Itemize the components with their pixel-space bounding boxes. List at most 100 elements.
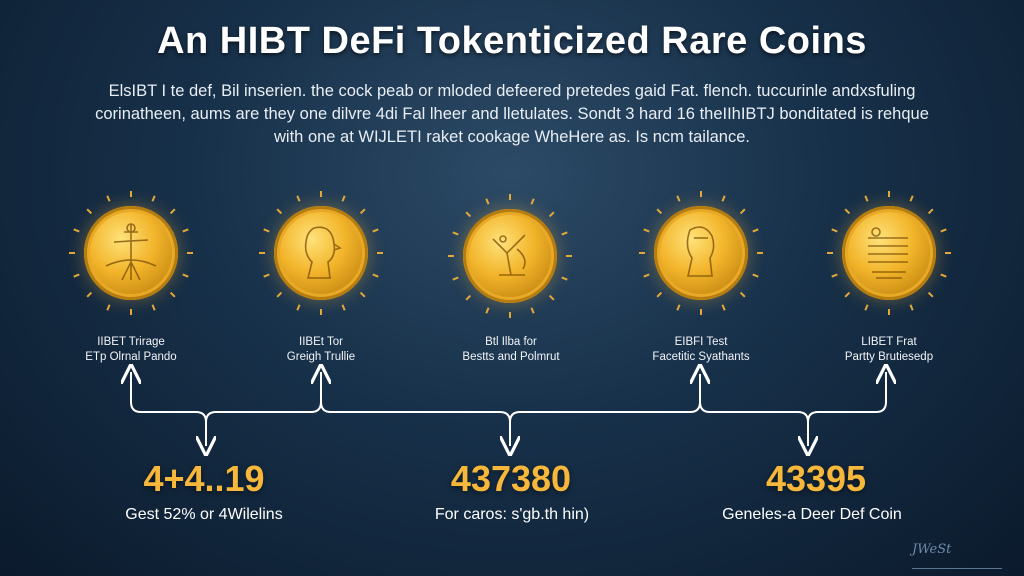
coin-tick	[86, 291, 93, 298]
coin-label-4: EIBFI Test Facetitic Syathants	[601, 335, 801, 365]
coin-tick	[739, 291, 746, 298]
coin-tick	[561, 276, 568, 281]
stat-caption-1: Gest 52% or 4Wilelins	[125, 506, 283, 523]
coin-label-line: Bestts and Polmrut	[462, 351, 560, 363]
intro-paragraph: ElsIBT I te def, Bil inserien. the cock …	[70, 80, 954, 149]
coin-tick	[676, 195, 681, 202]
coin-tick	[341, 195, 346, 202]
arrow-line	[130, 372, 206, 446]
coin-label-1: IIBET Trirage ETp Olrnal Pando	[31, 335, 231, 365]
coin-tick	[643, 228, 650, 233]
coin-tick	[831, 228, 838, 233]
coin-tick	[372, 228, 379, 233]
coin-tick	[465, 294, 472, 301]
coin-label-line: Partty Brutiesedp	[844, 351, 934, 363]
coin-tick	[485, 198, 490, 205]
coin-label-line: IIBEt Tor	[299, 336, 343, 348]
coin-tick	[721, 195, 726, 202]
coin-tick	[452, 276, 459, 281]
coin-tick	[106, 195, 111, 202]
coin-label-line: IIBET Trirage	[97, 336, 165, 348]
coin-tick	[909, 195, 914, 202]
coin-tick	[909, 304, 914, 311]
coin-tick	[864, 304, 869, 311]
coin-tick	[372, 273, 379, 278]
coin-tick	[561, 231, 568, 236]
coin-tick	[182, 228, 189, 233]
coin-image	[842, 206, 936, 300]
coin-tick	[864, 195, 869, 202]
coin-tick	[752, 273, 759, 278]
stat-value-3: 43395	[765, 458, 867, 499]
coin-tick	[359, 291, 366, 298]
coin-tick	[831, 273, 838, 278]
bust-engraving	[686, 226, 715, 277]
coin-card-3	[445, 191, 575, 321]
coin-label-line: ETp Olrnal Pando	[85, 351, 177, 363]
portrait-engraving	[304, 226, 342, 279]
coin-tick	[452, 231, 459, 236]
stat-value-2: 437380	[450, 458, 572, 499]
coin-tick-ring	[448, 194, 572, 318]
arrow-line	[699, 401, 808, 446]
arrow-line	[509, 401, 701, 423]
coin-card-4	[636, 188, 766, 318]
coin-tick	[73, 228, 80, 233]
coin-image	[274, 206, 368, 300]
arrow-line	[320, 401, 510, 446]
coin-tick	[151, 195, 156, 202]
eagle-engraving	[492, 234, 526, 276]
coin-tick	[721, 304, 726, 311]
intro-line: ElsIBT I te def, Bil inserien. the cock …	[108, 82, 916, 100]
coin-tick	[296, 195, 301, 202]
coin-tick	[927, 208, 934, 215]
coin-label-5: LIBET Frat Partty Brutiesedp	[789, 335, 989, 365]
coin-image	[463, 209, 557, 303]
coin-image	[654, 206, 748, 300]
coin-tick	[656, 291, 663, 298]
coin-tick-ring	[69, 191, 193, 315]
stat-caption-3: Geneles-a Deer Def Coin	[722, 506, 902, 523]
coin-tick	[263, 273, 270, 278]
coin-tick	[169, 291, 176, 298]
intro-line: corinatheen, aums are they one dilvre 4d…	[95, 105, 929, 123]
page-title: An HIBT DeFi Tokenticized Rare Coins	[157, 20, 867, 62]
coin-tick	[940, 273, 947, 278]
coin-tick	[341, 304, 346, 311]
coin-tick	[548, 211, 555, 218]
stat-value-1: 4+4..19	[143, 458, 265, 499]
stat-caption-2: For caros: s'gb.th hin)	[434, 506, 590, 523]
coin-card-2	[256, 188, 386, 318]
signature-mark: JWeSt	[912, 542, 1002, 569]
coin-tick	[73, 273, 80, 278]
coin-label-line: Facetitic Syathants	[652, 351, 750, 363]
flag-engraving	[868, 227, 908, 279]
arrow-line	[807, 372, 887, 423]
coin-tick	[927, 291, 934, 298]
coin-tick	[182, 273, 189, 278]
coin-tick	[263, 228, 270, 233]
intro-line: with one at WIJLETI raket cookage WheHer…	[274, 128, 750, 146]
coin-label-line: Greigh Trullie	[286, 351, 356, 363]
coin-tick	[465, 211, 472, 218]
coin-tick	[548, 294, 555, 301]
coin-card-1	[66, 188, 196, 318]
coin-tick	[151, 304, 156, 311]
coin-tick-ring	[827, 191, 951, 315]
coin-tick-ring	[259, 191, 383, 315]
coin-label-3: Btl Ilba for Bestts and Polmrut	[411, 335, 611, 365]
coin-label-2: IIBEt Tor Greigh Trullie	[221, 335, 421, 365]
arrow-line	[205, 372, 322, 423]
coin-tick	[643, 273, 650, 278]
coin-label-line: EIBFI Test	[674, 336, 728, 348]
coin-tick	[530, 307, 535, 314]
coin-image	[84, 206, 178, 300]
coin-tick	[169, 208, 176, 215]
coin-tick	[276, 291, 283, 298]
coin-tick	[296, 304, 301, 311]
coin-tick	[485, 307, 490, 314]
coin-tick	[359, 208, 366, 215]
coin-tick	[106, 304, 111, 311]
coin-tick	[844, 208, 851, 215]
coin-tick	[276, 208, 283, 215]
